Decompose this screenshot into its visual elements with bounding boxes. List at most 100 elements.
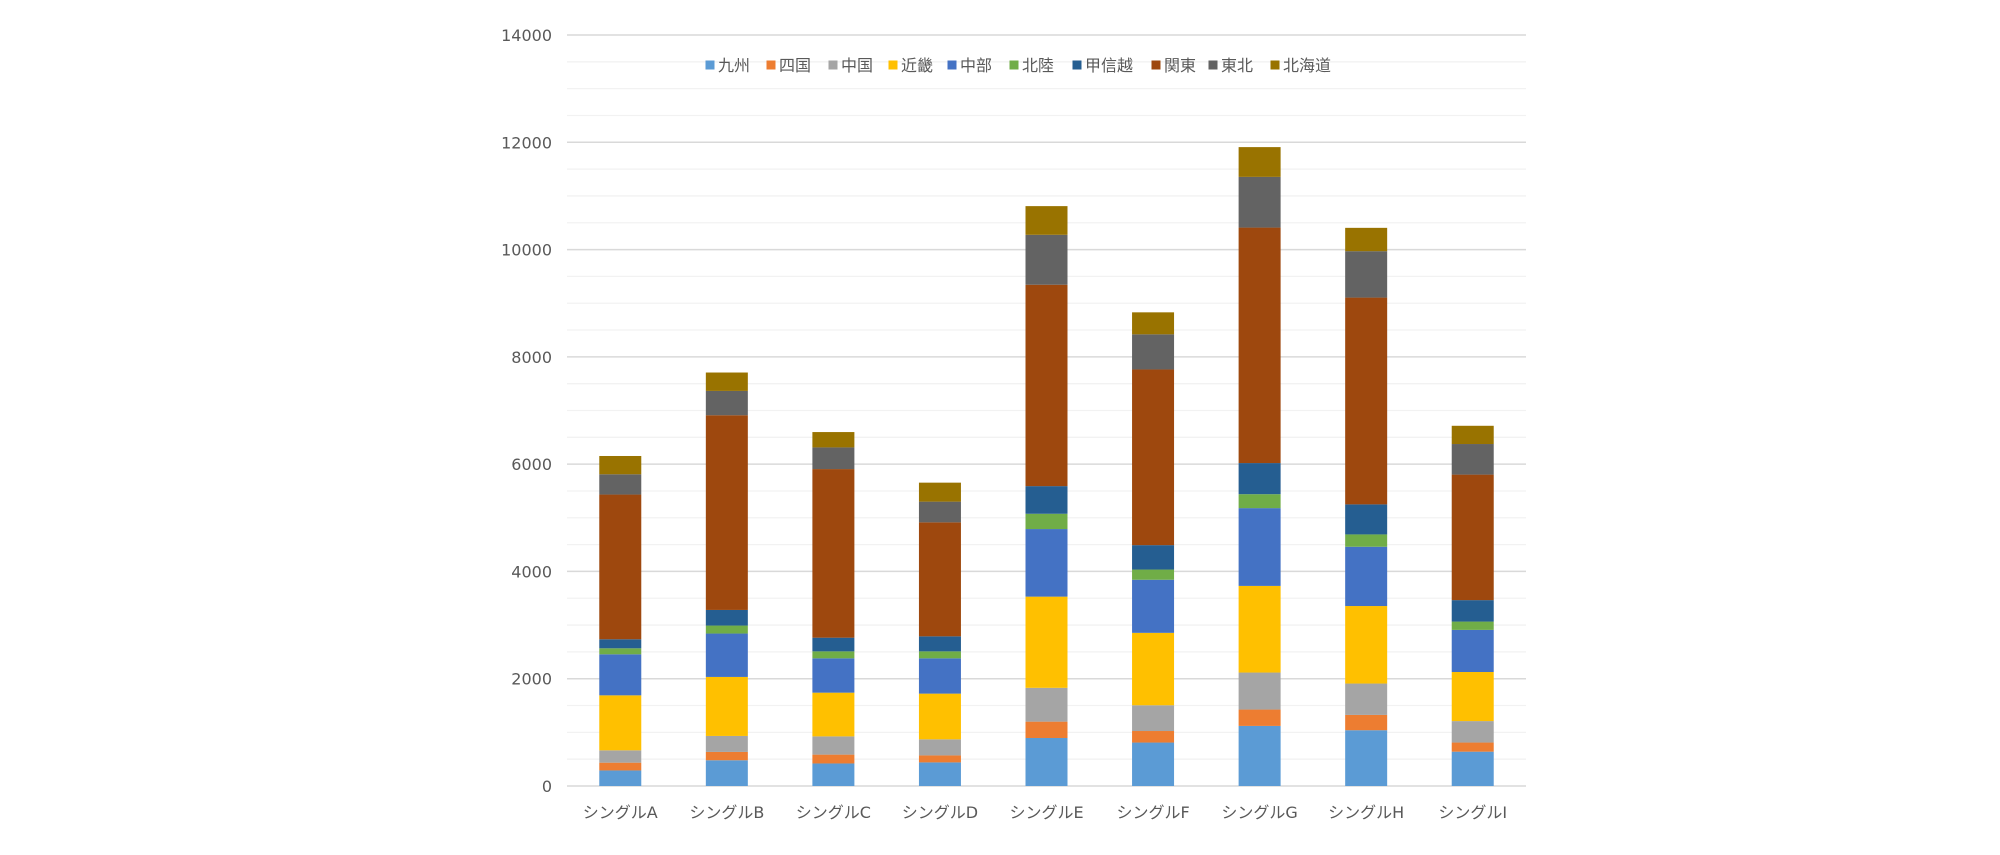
legend-label: 関東 <box>1164 56 1196 75</box>
bar-segment <box>1025 737 1068 786</box>
bar-segment <box>1132 705 1175 732</box>
y-tick-label: 6000 <box>511 455 552 474</box>
bar-segment <box>812 637 855 652</box>
legend-label: 中部 <box>960 56 992 75</box>
bar-segment <box>1238 709 1281 726</box>
y-tick-label: 8000 <box>511 348 552 367</box>
bar-segment <box>1132 334 1175 370</box>
bar-segment <box>705 372 748 391</box>
legend-swatch-icon <box>1009 60 1019 70</box>
bar-segment <box>1238 463 1281 495</box>
bar-segment <box>705 415 748 610</box>
legend-label: 北海道 <box>1283 56 1331 75</box>
legend-item: 中国 <box>828 56 873 75</box>
legend-label: 東北 <box>1221 56 1253 75</box>
legend-label: 中国 <box>841 56 873 75</box>
legend-item: 四国 <box>766 56 811 75</box>
bar-segment <box>1345 546 1388 607</box>
bar-segment <box>918 693 961 740</box>
legend-swatch-icon <box>1151 60 1161 70</box>
bar-segment <box>1345 504 1388 535</box>
bar-segment <box>1025 486 1068 514</box>
bar-segment <box>599 639 642 649</box>
bar-segment <box>1238 585 1281 673</box>
bar-segment <box>1238 147 1281 177</box>
bar-segment <box>1025 234 1068 285</box>
legend-item: 北陸 <box>1009 56 1054 75</box>
bar-segment <box>1025 284 1068 487</box>
y-axis-tick-labels: 0 2000 4000 6000 8000 10000 12000 14000 <box>501 26 552 796</box>
bar-stack <box>1238 147 1281 786</box>
bar-segment <box>599 494 642 640</box>
legend-item: 九州 <box>705 56 750 75</box>
y-tick-label: 14000 <box>501 26 552 45</box>
bar-segment <box>705 760 748 786</box>
bar-stack <box>1132 312 1175 786</box>
bar-segment <box>599 455 642 475</box>
bar-segment <box>1132 369 1175 546</box>
legend-label: 四国 <box>779 56 811 75</box>
bar-segment <box>812 651 855 659</box>
bar-segment <box>705 735 748 752</box>
x-axis-category-labels: シングルA シングルB シングルC シングルD シングルE シングルF シングルG シングルH… <box>583 803 1507 822</box>
legend-swatch-icon <box>766 60 776 70</box>
y-tick-label: 10000 <box>501 241 552 260</box>
bar-segment <box>918 522 961 637</box>
legend-item: 関東 <box>1151 56 1196 75</box>
bar-segment <box>812 469 855 638</box>
bar-stack <box>1345 227 1388 786</box>
bar-segment <box>918 739 961 756</box>
bar-segment <box>1238 508 1281 586</box>
x-tick-label: シングルI <box>1438 803 1507 822</box>
bar-segment <box>705 633 748 677</box>
bar-segment <box>1345 534 1388 547</box>
bar-segment <box>1132 731 1175 743</box>
bar-segment <box>1025 687 1068 722</box>
bar-segment <box>1132 312 1175 335</box>
bar-segment <box>1025 596 1068 688</box>
bar-segment <box>1451 629 1494 673</box>
x-tick-label: シングルF <box>1116 803 1189 822</box>
bar-segment <box>1345 683 1388 715</box>
bar-segment <box>705 609 748 626</box>
bar-segment <box>1025 721 1068 738</box>
bar-segment <box>705 625 748 634</box>
bar-segment <box>1345 297 1388 505</box>
legend-item: 近畿 <box>888 56 933 75</box>
legend-swatch-icon <box>947 60 957 70</box>
bar-segment <box>1025 513 1068 530</box>
bar-segment <box>1451 444 1494 475</box>
bar-segment <box>918 762 961 786</box>
bar-segment <box>1345 251 1388 298</box>
bar-segment <box>812 754 855 764</box>
bar-segment <box>812 692 855 737</box>
legend-label: 北陸 <box>1022 56 1054 75</box>
bar-segment <box>1451 672 1494 722</box>
legend: 九州 四国 中国 近畿 中部 北陸 甲信越 関東 東北 北海道 <box>705 56 1331 75</box>
bar-segment <box>599 648 642 655</box>
bar-stack <box>705 372 748 786</box>
y-tick-label: 12000 <box>501 133 552 152</box>
x-tick-label: シングルB <box>689 803 764 822</box>
bar-segment <box>599 770 642 786</box>
y-tick-label: 4000 <box>511 562 552 581</box>
bar-segment <box>599 695 642 751</box>
bar-segment <box>1345 227 1388 252</box>
y-tick-label: 0 <box>542 777 552 796</box>
bar-segment <box>599 654 642 696</box>
legend-swatch-icon <box>705 60 715 70</box>
bar-segment <box>1238 494 1281 509</box>
x-tick-label: シングルG <box>1221 803 1297 822</box>
bar-segment <box>1238 176 1281 228</box>
y-tick-label: 2000 <box>511 670 552 689</box>
bar-stack <box>812 432 855 786</box>
bar-segment <box>1345 730 1388 786</box>
legend-item: 北海道 <box>1270 56 1331 75</box>
bar-segment <box>1345 714 1388 731</box>
bar-segment <box>1345 606 1388 684</box>
legend-swatch-icon <box>1208 60 1218 70</box>
legend-swatch-icon <box>1270 60 1280 70</box>
legend-item: 甲信越 <box>1072 56 1133 75</box>
legend-swatch-icon <box>828 60 838 70</box>
